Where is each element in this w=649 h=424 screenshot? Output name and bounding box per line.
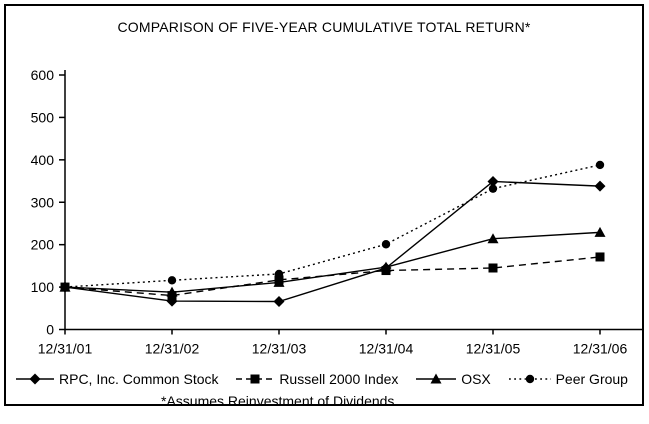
legend-label-peer: Peer Group bbox=[555, 371, 628, 387]
legend-item-russell: Russell 2000 Index bbox=[236, 371, 398, 387]
svg-text:12/31/06: 12/31/06 bbox=[573, 341, 628, 357]
triangle-solid-line-icon bbox=[416, 373, 457, 384]
svg-text:500: 500 bbox=[31, 109, 55, 125]
circle-dotted-line-icon bbox=[508, 374, 551, 384]
legend-item-rpc: RPC, Inc. Common Stock bbox=[16, 371, 219, 387]
chart-title: COMPARISON OF FIVE-YEAR CUMULATIVE TOTAL… bbox=[117, 19, 531, 35]
svg-text:12/31/03: 12/31/03 bbox=[252, 341, 307, 357]
svg-text:200: 200 bbox=[31, 237, 55, 253]
svg-text:600: 600 bbox=[31, 67, 55, 83]
square-dashed-line-icon bbox=[236, 374, 275, 384]
svg-text:100: 100 bbox=[31, 279, 55, 295]
legend-label-osx: OSX bbox=[461, 371, 491, 387]
chart-frame: COMPARISON OF FIVE-YEAR CUMULATIVE TOTAL… bbox=[4, 4, 644, 409]
chart-footnote: *Assumes Reinvestment of Dividends bbox=[161, 393, 395, 409]
diamond-solid-line-icon bbox=[16, 373, 54, 385]
plot-area: 0 100 200 300 400 500 600 12/31/01 12/31/02 12/31… bbox=[31, 67, 642, 357]
svg-text:12/31/02: 12/31/02 bbox=[145, 341, 200, 357]
legend-item-osx: OSX bbox=[416, 371, 491, 387]
legend-label-russell: Russell 2000 Index bbox=[279, 371, 399, 387]
svg-text:300: 300 bbox=[31, 194, 55, 210]
legend-item-peer: Peer Group bbox=[508, 371, 628, 387]
svg-text:12/31/04: 12/31/04 bbox=[359, 341, 414, 357]
legend: RPC, Inc. Common Stock Russell 2000 Inde… bbox=[16, 369, 628, 389]
svg-text:400: 400 bbox=[31, 152, 55, 168]
svg-text:0: 0 bbox=[46, 322, 54, 338]
legend-label-rpc: RPC, Inc. Common Stock bbox=[59, 371, 219, 387]
svg-text:12/31/05: 12/31/05 bbox=[466, 341, 521, 357]
svg-text:12/31/01: 12/31/01 bbox=[38, 341, 93, 357]
